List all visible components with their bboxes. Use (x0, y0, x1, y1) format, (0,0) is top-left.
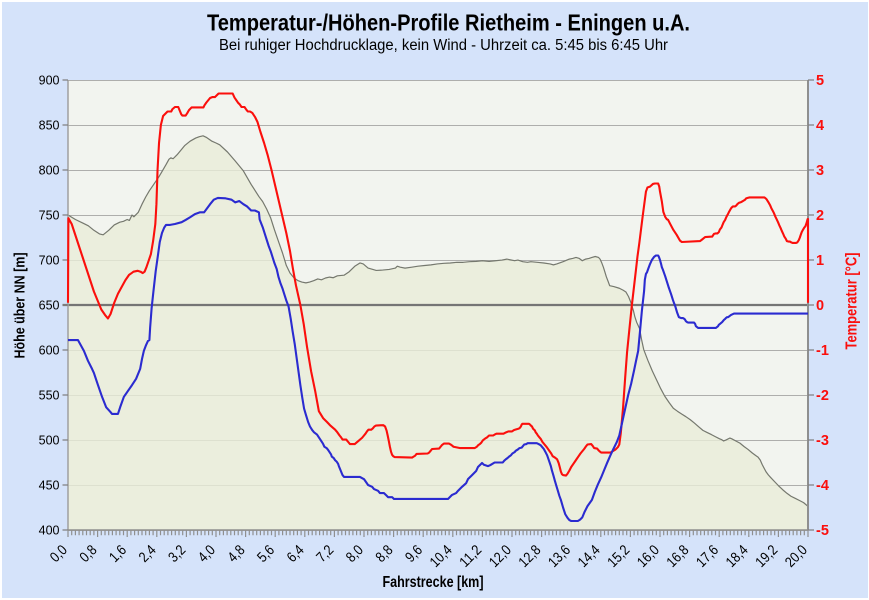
svg-text:400: 400 (39, 524, 60, 538)
svg-text:-4: -4 (816, 478, 829, 494)
svg-text:4: 4 (816, 118, 824, 134)
svg-text:700: 700 (39, 254, 60, 268)
svg-text:1: 1 (816, 253, 824, 269)
svg-text:0: 0 (816, 298, 824, 314)
svg-text:Höhe über NN [m]: Höhe über NN [m] (12, 252, 29, 358)
svg-text:3: 3 (816, 163, 824, 179)
svg-text:5: 5 (816, 73, 824, 89)
svg-text:Temperatur [°C]: Temperatur [°C] (844, 253, 861, 350)
svg-text:800: 800 (39, 164, 60, 178)
svg-text:Bei ruhiger Hochdrucklage, kei: Bei ruhiger Hochdrucklage, kein Wind - U… (219, 37, 668, 54)
svg-text:-5: -5 (816, 523, 829, 539)
svg-text:750: 750 (39, 209, 60, 223)
svg-text:Temperatur-/Höhen-Profile Riet: Temperatur-/Höhen-Profile Rietheim - Eni… (207, 10, 690, 36)
svg-text:2: 2 (816, 208, 824, 224)
svg-text:900: 900 (39, 74, 60, 88)
svg-text:-1: -1 (816, 343, 829, 359)
svg-text:-2: -2 (816, 388, 829, 404)
svg-text:650: 650 (39, 299, 60, 313)
svg-text:550: 550 (39, 389, 60, 403)
svg-text:850: 850 (39, 119, 60, 133)
svg-text:Fahrstrecke [km]: Fahrstrecke [km] (383, 574, 484, 591)
svg-text:-3: -3 (816, 433, 829, 449)
svg-text:500: 500 (39, 434, 60, 448)
svg-text:600: 600 (39, 344, 60, 358)
svg-text:450: 450 (39, 479, 60, 493)
